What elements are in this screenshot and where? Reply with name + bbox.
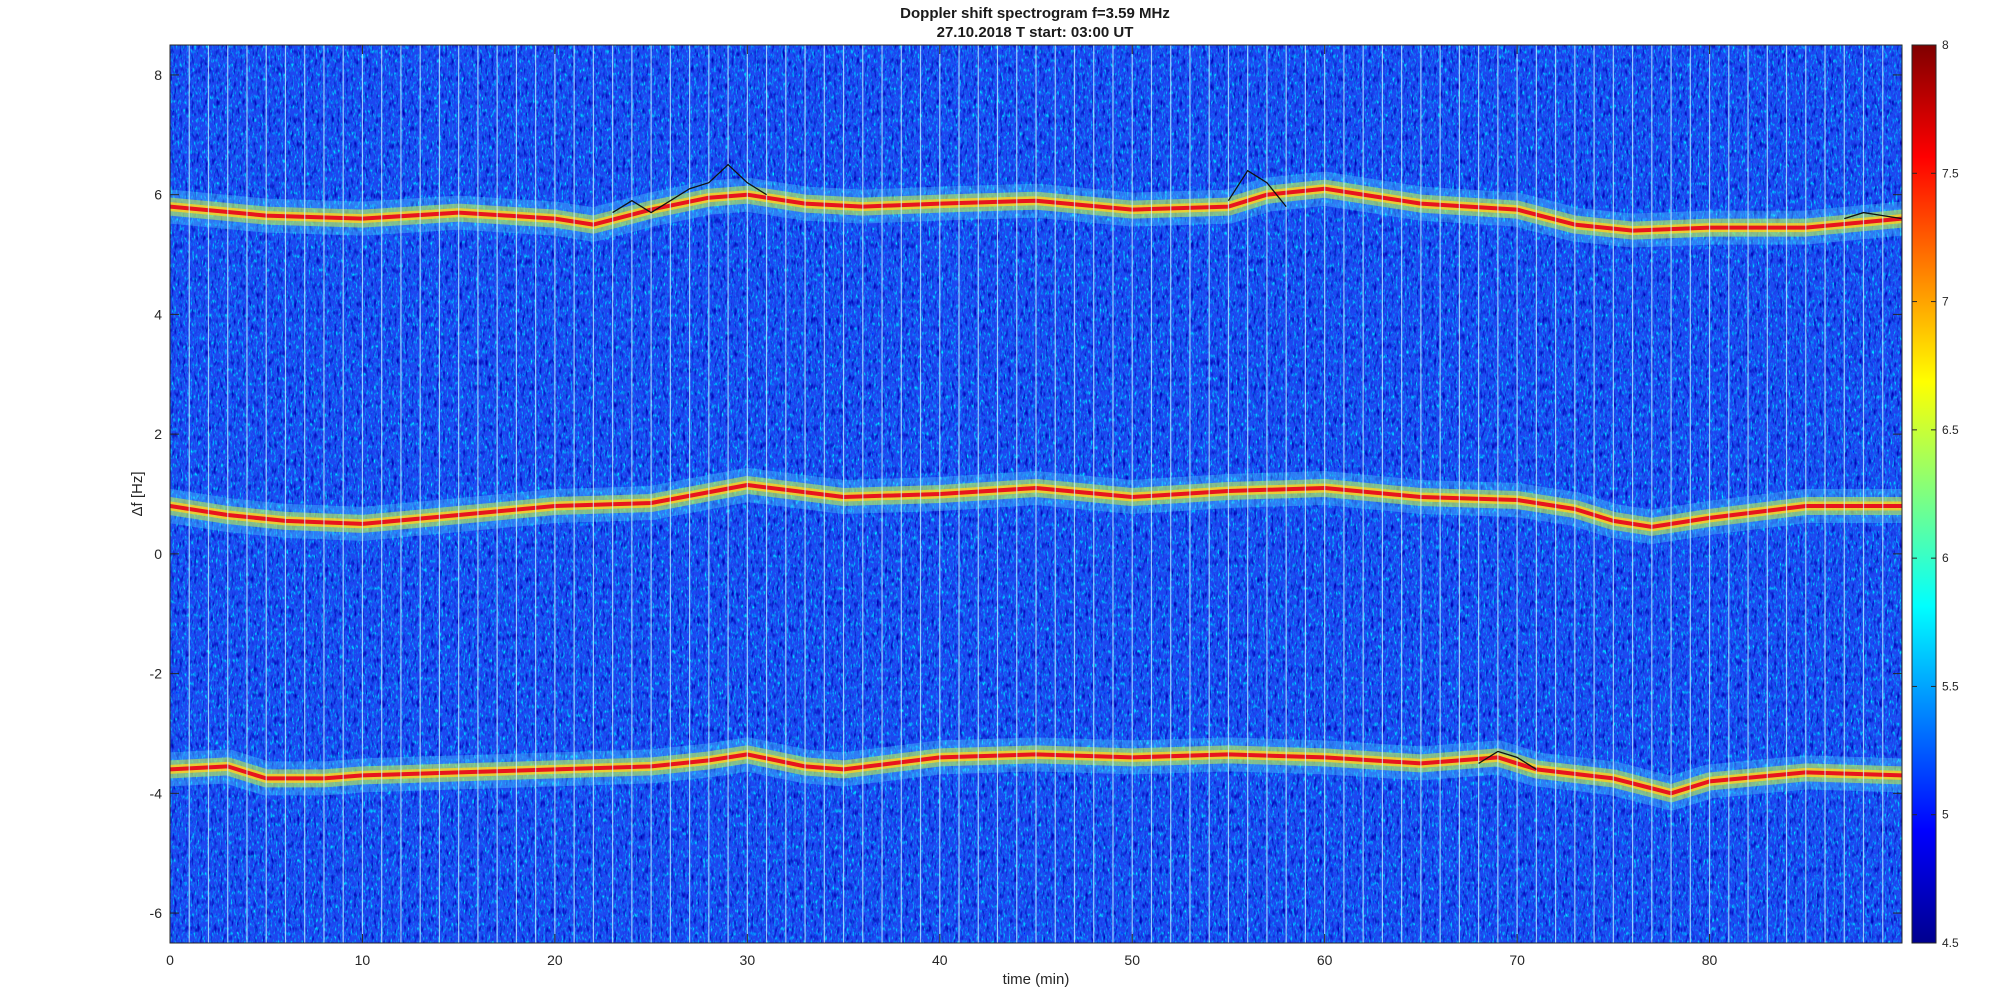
colorbar-tick-label: 5.5 [1942, 679, 1959, 693]
x-tick-label: 40 [932, 952, 948, 968]
x-axis-label: time (min) [1003, 971, 1070, 988]
colorbar-tick-label: 7 [1942, 295, 1949, 309]
colorbar-gradient [1911, 44, 1937, 944]
x-tick-label: 0 [166, 952, 174, 968]
peak-trace [1478, 750, 1537, 770]
chart-title: Doppler shift spectrogram f=3.59 MHz [900, 5, 1170, 22]
x-tick-label: 10 [355, 952, 371, 968]
colorbar-tick-label: 4.5 [1942, 936, 1959, 950]
y-tick-label: 8 [154, 67, 162, 83]
chart-subtitle: 27.10.2018 T start: 03:00 UT [936, 24, 1134, 41]
peak-trace [612, 163, 767, 214]
y-tick-label: -6 [150, 905, 163, 921]
colorbar-tick-label: 7.5 [1942, 166, 1959, 180]
spectrogram-image [170, 45, 1902, 943]
x-tick-label: 20 [547, 952, 563, 968]
y-tick-label: -4 [150, 785, 163, 801]
x-tick-label: 60 [1317, 952, 1333, 968]
x-tick-label: 30 [740, 952, 756, 968]
x-tick-label: 70 [1509, 952, 1525, 968]
x-axis: 0 10 20 30 40 50 60 70 80 [166, 45, 1718, 968]
echo-band-ridge [170, 186, 1902, 233]
y-axis-label: Δf [Hz] [129, 471, 146, 516]
colorbar-tick-label: 6 [1942, 551, 1949, 565]
peak-trace [1844, 211, 1902, 220]
y-axis: -6 -4 -2 0 2 4 6 8 [150, 67, 1902, 921]
x-tick-label: 80 [1702, 952, 1718, 968]
y-tick-label: 0 [154, 546, 162, 562]
colorbar-tick-label: 8 [1942, 38, 1949, 52]
colorbar-tick-label: 6.5 [1942, 423, 1959, 437]
colorbar-tick-label: 5 [1942, 808, 1949, 822]
y-tick-label: 6 [154, 187, 162, 203]
peak-trace [1227, 169, 1287, 208]
y-tick-label: 2 [154, 426, 162, 442]
y-tick-label: -2 [150, 666, 163, 682]
y-tick-label: 4 [154, 306, 162, 322]
colorbar: 4.5 5 5.5 6 6.5 7 7.5 8 [1911, 38, 1959, 950]
x-tick-label: 50 [1124, 952, 1140, 968]
